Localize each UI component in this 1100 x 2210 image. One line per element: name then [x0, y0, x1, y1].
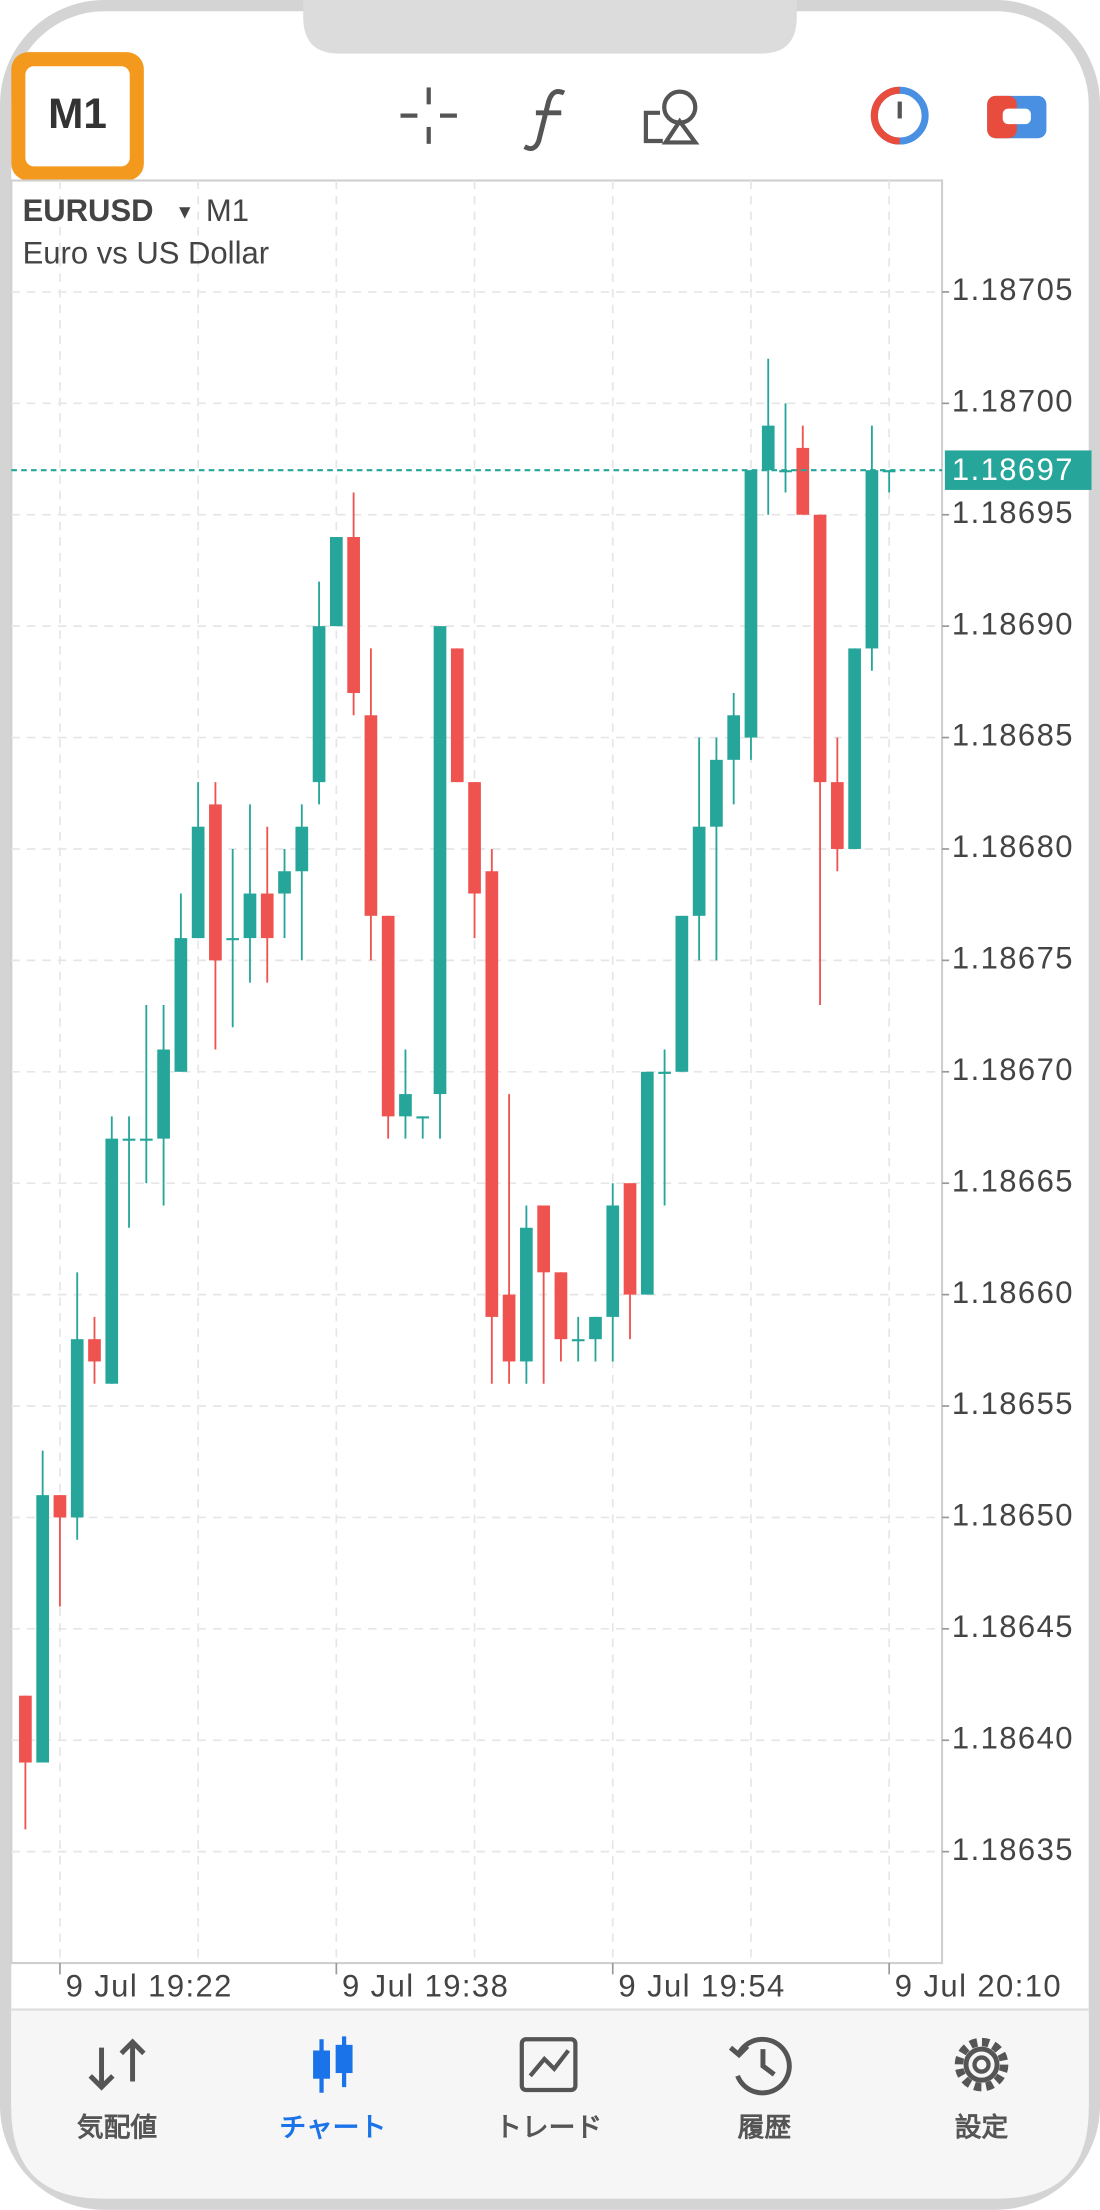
candle-body [848, 648, 861, 849]
tab-bar [11, 2009, 1089, 2199]
tab-label[interactable]: チャート [279, 2113, 386, 2143]
candle-body [139, 1138, 153, 1141]
current-price-label: 1.18697 [952, 452, 1074, 487]
one-click-icon[interactable] [870, 86, 929, 145]
current-price-box [944, 450, 1092, 490]
tab-label[interactable]: 設定 [955, 2112, 1009, 2143]
trade-tab-icon[interactable] [519, 2037, 578, 2093]
candle-body [640, 1071, 654, 1295]
candle-body [520, 1227, 533, 1362]
candle-body [675, 915, 689, 1072]
indicator-icon[interactable] [523, 89, 566, 151]
candle-body [606, 1205, 620, 1317]
tab-label[interactable]: トレード [495, 2113, 602, 2143]
y-tick-label: 1.18655 [952, 1386, 1074, 1421]
x-tick-label: 9 Jul 19:54 [618, 1969, 785, 2004]
crosshair-icon[interactable] [400, 87, 457, 144]
tab-label[interactable]: 気配値 [77, 2112, 158, 2143]
candle-body [710, 759, 723, 827]
y-tick-label: 1.18640 [952, 1720, 1074, 1755]
candle-body [243, 893, 257, 939]
candle-body [260, 893, 274, 939]
candle-body [122, 1138, 136, 1141]
x-tick-label: 9 Jul 19:38 [342, 1969, 509, 2004]
y-tick-label: 1.18650 [952, 1498, 1074, 1533]
symbol-menu-arrow[interactable] [179, 207, 191, 219]
candle-body [312, 626, 326, 783]
notch [303, 0, 797, 54]
y-tick-label: 1.18705 [952, 272, 1074, 307]
quotes-icon[interactable] [88, 2038, 146, 2091]
candle-body [191, 826, 205, 939]
candle-body [761, 425, 775, 471]
settings-icon[interactable] [954, 2037, 1009, 2092]
candle-body [450, 648, 464, 783]
y-tick-label: 1.18695 [952, 495, 1074, 530]
objects-icon[interactable] [643, 89, 700, 145]
candle-body [554, 1272, 568, 1340]
candle-body [571, 1339, 585, 1342]
candle-body [88, 1339, 101, 1362]
candle-body [347, 537, 360, 693]
candle-body [105, 1138, 119, 1384]
timeframe-button-bg [25, 66, 130, 167]
candle-body [433, 626, 447, 1095]
x-tick-label: 9 Jul 20:10 [895, 1969, 1062, 2004]
candle-body [882, 470, 896, 473]
trade-icon[interactable] [987, 95, 1047, 139]
timeframe-button[interactable]: M1 [48, 90, 107, 137]
candle-body [36, 1495, 50, 1763]
candle-body [796, 447, 810, 515]
candle-body [623, 1183, 637, 1295]
candle-body [865, 470, 879, 649]
candle-body [364, 715, 378, 916]
candle-body [830, 782, 844, 849]
x-tick-label: 9 Jul 19:22 [66, 1969, 233, 2004]
y-tick-label: 1.18700 [952, 384, 1074, 419]
candle-body [19, 1695, 32, 1763]
candle-body [70, 1339, 84, 1518]
candle-body [468, 782, 481, 894]
y-tick-label: 1.18675 [952, 941, 1074, 976]
candle-body [744, 470, 758, 738]
candle-body [381, 915, 395, 1117]
candle-body [813, 514, 827, 783]
candle-body [157, 1049, 170, 1139]
candle-body [226, 938, 240, 941]
candle-body [502, 1294, 516, 1362]
y-tick-label: 1.18635 [952, 1832, 1074, 1867]
candle-body [278, 871, 291, 894]
candle-body [727, 715, 741, 760]
candle-body [399, 1094, 412, 1117]
chart-timeframe: M1 [206, 193, 249, 228]
chart-icon[interactable] [313, 2036, 353, 2093]
candle-body [416, 1116, 430, 1119]
candle-body [589, 1316, 602, 1340]
candle-body [485, 871, 499, 1317]
y-tick-label: 1.18680 [952, 829, 1074, 864]
y-tick-label: 1.18685 [952, 718, 1074, 753]
candle-body [295, 826, 309, 872]
candle-body [658, 1071, 671, 1074]
tab-label[interactable]: 履歴 [738, 2113, 792, 2143]
symbol-description: Euro vs US Dollar [23, 235, 269, 270]
y-tick-label: 1.18665 [952, 1163, 1074, 1198]
symbol[interactable]: EURUSD [23, 193, 154, 228]
y-tick-label: 1.18670 [952, 1052, 1074, 1087]
candle-body [692, 826, 706, 916]
candle-body [537, 1205, 550, 1273]
y-tick-label: 1.18690 [952, 606, 1074, 641]
history-icon[interactable] [728, 2036, 792, 2096]
candle-body [209, 804, 222, 961]
candle-body [53, 1495, 67, 1518]
y-tick-label: 1.18660 [952, 1275, 1074, 1310]
candle-body [174, 938, 188, 1072]
candle-body [330, 537, 343, 627]
y-tick-label: 1.18645 [952, 1609, 1074, 1644]
